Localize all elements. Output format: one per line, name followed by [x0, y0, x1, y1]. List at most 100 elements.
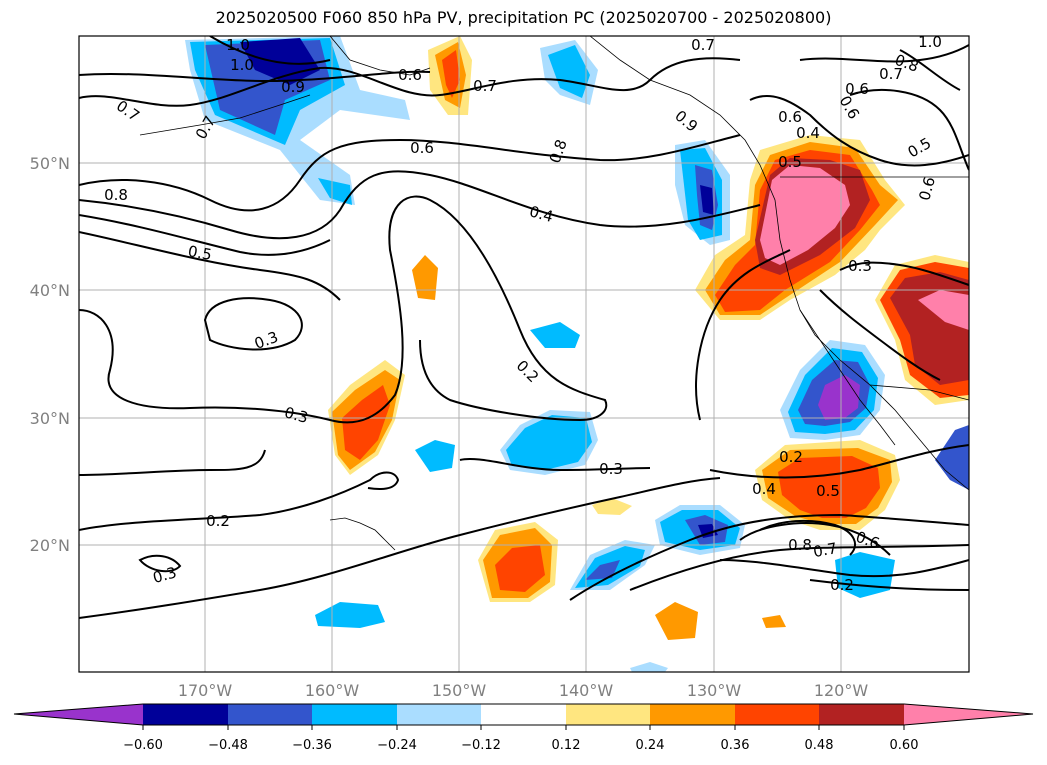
pos-region-n1c — [442, 50, 460, 98]
contour-line — [799, 44, 969, 63]
contour-label: 0.4 — [752, 480, 776, 498]
contour-label: 0.9 — [281, 78, 305, 96]
contour-label: 0.7 — [473, 77, 497, 95]
colorbar-bin — [397, 704, 481, 725]
colorbar-bin — [228, 704, 312, 725]
contour-label: 0.4 — [796, 124, 820, 142]
contour-label: 0.6 — [915, 175, 939, 203]
contour-label: 0.7 — [879, 65, 903, 83]
contour-label: 0.2 — [206, 512, 230, 530]
graticule — [79, 36, 969, 672]
contour-label: 0.7 — [812, 539, 839, 561]
contour-label: 0.5 — [816, 482, 840, 500]
pos-region-e-d — [918, 290, 969, 330]
contour-label: 0.7 — [691, 36, 715, 54]
contour-label: 1.0 — [918, 33, 942, 51]
contour-label: 0.3 — [282, 403, 310, 427]
lon-tick-label: 120°W — [814, 681, 869, 700]
neg-region-small-nw — [318, 178, 352, 205]
pos-region-mp1-c — [342, 385, 390, 460]
contour-line — [569, 513, 969, 601]
colorbar-tick-label: 0.60 — [890, 738, 919, 753]
pos-region-mp5 — [592, 498, 632, 515]
contour-label: 0.8 — [788, 536, 812, 554]
contour-line — [79, 449, 266, 476]
contour-label: 0.6 — [410, 139, 434, 157]
contour-line — [79, 231, 341, 301]
contour-line — [695, 249, 791, 421]
contour-line — [203, 297, 303, 351]
contour-label: 0.9 — [671, 107, 701, 136]
contour-line — [709, 444, 969, 479]
colorbar-ticks — [142, 725, 905, 730]
contour-line — [79, 57, 741, 107]
contour-label: 0.2 — [830, 576, 854, 594]
contour-line — [79, 471, 400, 531]
neg-region-mp1-b — [506, 415, 592, 470]
pos-region-mp2 — [412, 255, 438, 300]
lon-tick-label: 130°W — [687, 681, 742, 700]
colorbar: −0.60 −0.48 −0.36 −0.24 −0.12 0.12 0.24 … — [13, 703, 1034, 753]
colorbar-bin — [312, 704, 397, 725]
neg-region-nc-2 — [548, 45, 590, 98]
contour-line — [759, 519, 856, 556]
neg-region-sw-d — [818, 375, 860, 420]
precipitation-shading — [185, 36, 969, 672]
colorbar-bin — [143, 704, 228, 725]
contour-label: 0.5 — [187, 242, 214, 264]
contour-line — [849, 89, 969, 171]
contour-line — [209, 36, 331, 65]
contour-label: 0.4 — [527, 202, 555, 226]
lon-tick-label: 140°W — [559, 681, 614, 700]
contour-line — [459, 458, 651, 472]
neg-region-mp4 — [315, 602, 385, 628]
contour-label: 0.3 — [252, 328, 281, 353]
contour-line — [899, 49, 961, 91]
contour-line — [79, 477, 721, 619]
contour-line — [138, 554, 182, 573]
colorbar-bin — [650, 704, 735, 725]
contour-line — [79, 170, 761, 240]
contour-line — [809, 579, 969, 591]
lat-tick-label: 50°N — [30, 154, 70, 173]
contour-line — [719, 559, 969, 578]
lat-tick-labels: 50°N 40°N 30°N 20°N — [30, 154, 70, 555]
lat-tick-label: 40°N — [30, 281, 70, 300]
contour-label: 0.6 — [398, 66, 422, 84]
contour-label: 0.6 — [845, 80, 869, 98]
contour-label: 1.0 — [230, 56, 254, 74]
contour-label: 0.8 — [546, 137, 571, 166]
contour-line — [79, 134, 741, 212]
colorbar-tick-label: 0.48 — [805, 738, 834, 753]
colorbar-tick-label: 0.12 — [552, 738, 581, 753]
coastline-baja — [799, 309, 896, 446]
contour-line — [629, 544, 969, 591]
lat-tick-label: 30°N — [30, 409, 70, 428]
contour-label: 0.3 — [848, 257, 872, 275]
neg-region-mp3 — [415, 440, 455, 472]
contour-label: 0.6 — [778, 108, 802, 126]
neg-region-mp2 — [530, 322, 580, 348]
pos-region-mp6 — [762, 615, 786, 628]
lon-tick-label: 170°W — [178, 681, 233, 700]
neg-region-se — [935, 425, 969, 490]
contour-line — [79, 195, 608, 424]
contour-line — [79, 70, 431, 83]
coastlines — [139, 36, 969, 551]
neg-region-wc-4 — [700, 185, 714, 215]
pv-contours — [79, 36, 969, 619]
colorbar-extend-right — [904, 704, 1033, 725]
pos-region-mp4 — [655, 602, 698, 640]
contour-line — [749, 95, 969, 167]
contour-label: 0.8 — [104, 186, 128, 204]
lon-tick-labels: 170°W 160°W 150°W 140°W 130°W 120°W — [178, 681, 869, 700]
coastline-aleutians — [139, 94, 311, 136]
contour-label: 0.5 — [778, 153, 802, 171]
coastline-north-america — [589, 36, 969, 491]
colorbar-tick-label: −0.24 — [377, 738, 417, 753]
colorbar-extend-left — [14, 704, 143, 725]
neg-region-s4 — [630, 662, 668, 672]
coastline-hawaii — [329, 517, 396, 551]
lat-tick-label: 20°N — [30, 536, 70, 555]
